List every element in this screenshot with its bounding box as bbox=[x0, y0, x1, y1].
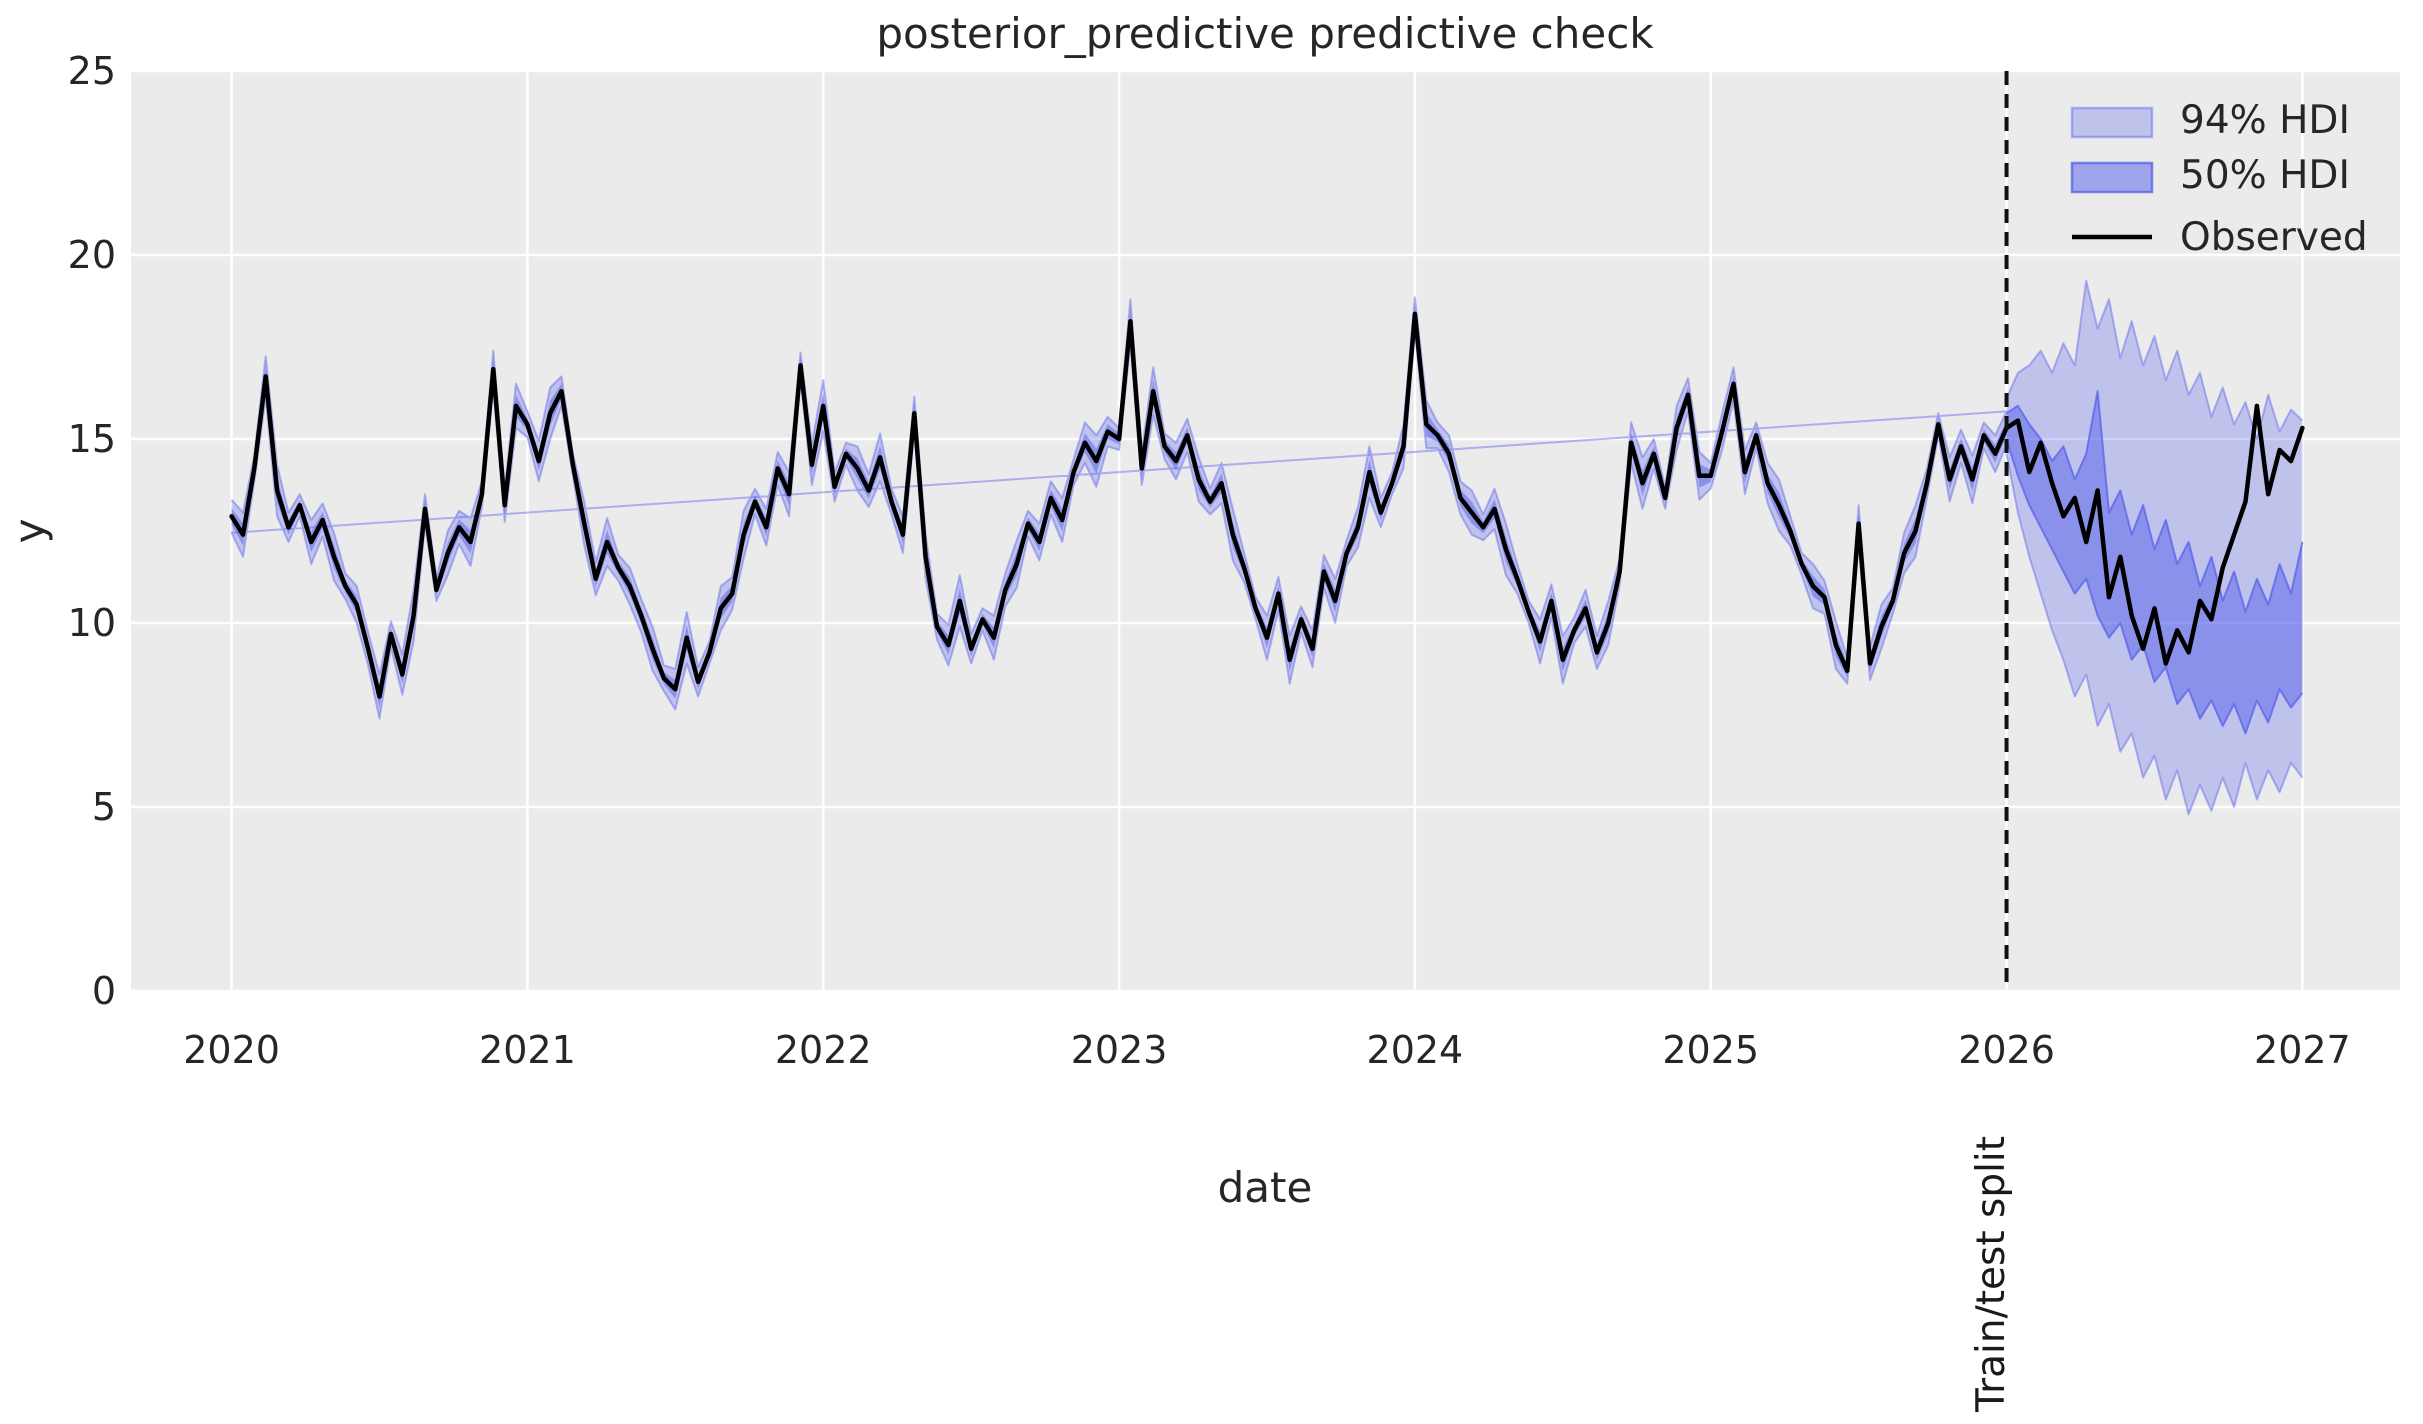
hdi-50-band-forecast bbox=[2006, 391, 2303, 734]
x-tick-label: 2024 bbox=[1367, 1028, 1464, 1072]
x-tick-label: 2027 bbox=[2254, 1028, 2351, 1072]
hdi-50-band-forecast-edge-lo bbox=[2005, 438, 2304, 735]
chart-title: posterior_predictive predictive check bbox=[876, 9, 1654, 58]
gridlines bbox=[131, 69, 2400, 993]
legend-swatch-50-hdi bbox=[2072, 163, 2152, 192]
legend: 94% HDI 50% HDI Observed bbox=[2070, 98, 2368, 260]
legend-swatch-94-hdi bbox=[2072, 108, 2152, 137]
y-tick-label: 15 bbox=[68, 417, 116, 461]
x-tick-label: 2022 bbox=[775, 1028, 872, 1072]
train-test-split-label: Train/test split bbox=[1969, 1136, 2014, 1413]
y-axis-label: y bbox=[5, 519, 54, 544]
x-tick-label: 2020 bbox=[183, 1028, 280, 1072]
legend-swatch-94-hdi-border bbox=[2070, 106, 2154, 139]
y-tick-label: 10 bbox=[68, 601, 116, 645]
legend-label-observed: Observed bbox=[2180, 215, 2368, 260]
hdi-50-band-forecast-edge-hi bbox=[2005, 390, 2304, 613]
observed-line bbox=[229, 311, 2305, 699]
y-tick-label: 0 bbox=[92, 969, 116, 1013]
x-tick-label: 2021 bbox=[479, 1028, 576, 1072]
hdi-94-band-forecast-edge-lo bbox=[2005, 453, 2304, 816]
observed-series bbox=[229, 311, 2305, 699]
x-tick-label: 2026 bbox=[1958, 1028, 2055, 1072]
legend-swatch-50-hdi-border bbox=[2070, 161, 2154, 194]
y-tick-label: 25 bbox=[68, 49, 116, 93]
y-tick-label: 20 bbox=[68, 233, 116, 277]
legend-label-50-hdi: 50% HDI bbox=[2180, 153, 2350, 198]
x-tick-label: 2025 bbox=[1662, 1028, 1759, 1072]
y-tick-label: 5 bbox=[92, 785, 116, 829]
axis-tick-labels: 2020 2021 2022 2023 2024 2025 2026 202705101520… bbox=[68, 49, 2351, 1072]
x-axis-label: date bbox=[1218, 1163, 1313, 1212]
legend-label-94-hdi: 94% HDI bbox=[2180, 98, 2350, 143]
hdi-bands bbox=[230, 279, 2304, 816]
plot-background bbox=[131, 71, 2400, 991]
x-tick-label: 2023 bbox=[1071, 1028, 1168, 1072]
